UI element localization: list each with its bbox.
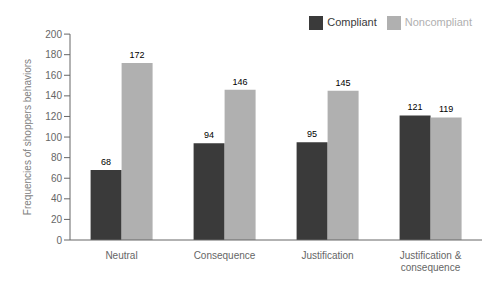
svg-text:120: 120 [45,111,62,122]
svg-text:160: 160 [45,70,62,81]
svg-text:94: 94 [204,130,214,140]
svg-text:68: 68 [101,157,111,167]
svg-text:40: 40 [51,193,63,204]
svg-text:145: 145 [336,78,351,88]
svg-text:60: 60 [51,173,63,184]
svg-text:140: 140 [45,90,62,101]
html-text:Compliant: Compliant [327,16,377,28]
svg-text:Justification: Justification [301,250,353,261]
svg-text:146: 146 [233,77,248,87]
svg-text:200: 200 [45,29,62,40]
svg-text:121: 121 [408,102,423,112]
svg-text:100: 100 [45,132,62,143]
svg-text:Justification &consequence: Justification &consequence [400,250,462,273]
svg-text:Neutral: Neutral [105,250,137,261]
svg-text:172: 172 [130,50,145,60]
svg-text:0: 0 [56,235,62,246]
svg-text:180: 180 [45,49,62,60]
svg-text:119: 119 [439,104,453,114]
svg-text:Consequence: Consequence [194,250,256,261]
svg-text:Frequencies of shoppers behavi: Frequencies of shoppers behaviors [22,59,33,215]
svg-text:95: 95 [307,129,317,139]
svg-text:20: 20 [51,214,63,225]
svg-text:80: 80 [51,152,63,163]
html-text:Noncompliant: Noncompliant [404,16,472,28]
